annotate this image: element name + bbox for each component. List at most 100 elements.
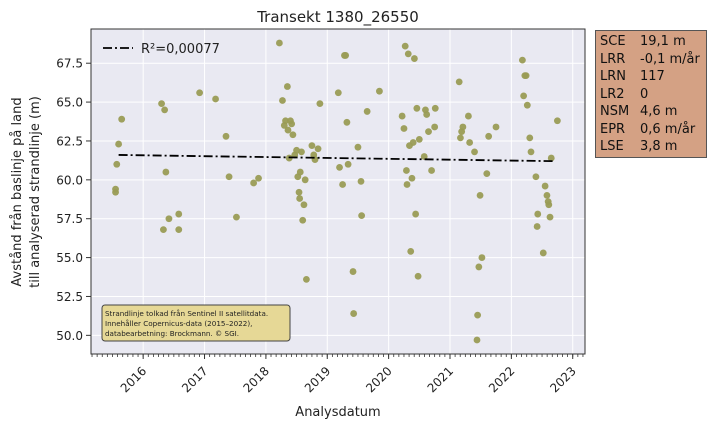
data-point [543,191,551,199]
data-point [431,104,439,112]
y-tick-label: 62.5 [56,134,83,148]
data-point [299,216,307,224]
data-point [483,170,491,178]
data-point [314,145,322,153]
data-point [350,310,358,317]
stat-value: 0 [640,86,649,102]
stat-key: SCE [600,34,626,49]
stat-key: LRR [600,51,626,67]
data-point [523,101,531,109]
data-point [295,188,303,196]
data-point [160,226,167,233]
data-point [415,136,423,143]
data-point [539,249,547,257]
data-point [225,173,233,181]
x-tick-label: 2017 [179,364,210,395]
data-point [339,181,347,188]
data-point [354,143,362,151]
data-point [547,154,555,162]
data-point [541,182,549,190]
data-point [533,223,541,230]
statistics-box: SCE 19,1 m LRR -0,1 m/år LRN 117 LR2 0 NSM 4,6 m E… [595,30,707,158]
data-point [343,118,351,126]
x-tick-label: 2022 [486,364,517,395]
data-point [423,111,431,118]
data-point [401,42,409,50]
source-note-line-3: databearbetning: Brockmann. © SGI. [105,329,239,338]
data-point [298,148,305,156]
data-point [376,87,383,95]
y-tick-label: 67.5 [56,57,83,71]
data-point [400,125,408,132]
data-point [334,89,342,97]
source-note-line-2: Innehåller Copernicus-data (2015–2022), [105,319,252,328]
y-axis-ticks: 50.0 52.5 55.0 57.5 60.0 62.5 65.0 67.5 [56,57,91,343]
y-tick-label: 50.0 [56,329,83,343]
data-point [527,148,535,156]
data-point [282,117,289,125]
data-point [407,247,415,255]
data-point [413,104,421,112]
y-axis-label-line-2: till analyserad strandlinje (m) [28,96,43,288]
data-point [349,268,357,275]
x-tick-label: 2023 [547,364,578,395]
stat-row: EPR 0,6 m/år [600,121,706,139]
x-tick-label: 2019 [302,364,333,395]
chart-title: Transekt 1380_26550 [256,8,419,27]
data-point [196,89,204,97]
plot-frame [90,28,586,355]
stat-value: 19,1 m [640,34,686,49]
stat-row: LSE 3,8 m [600,138,706,156]
data-point [165,215,173,223]
data-point [526,134,534,142]
data-point [534,210,542,218]
data-point [222,132,230,140]
data-point [409,139,417,146]
data-point [302,275,310,283]
data-point [546,213,554,221]
data-point [398,112,406,120]
data-point [553,117,561,125]
data-point [492,123,500,131]
data-point [158,100,165,108]
data-point [455,78,463,86]
data-point [301,176,309,184]
data-point [336,163,343,171]
source-note: Strandlinje tolkad från Sentinel II sate… [101,304,291,342]
stat-value: 0,6 m/år [640,121,696,137]
data-point [404,50,412,58]
data-point [296,168,304,176]
legend-label: R²=0,00077 [141,42,220,57]
y-tick-label: 55.0 [56,251,83,265]
data-point [342,52,350,59]
data-point [288,120,296,128]
data-point [212,95,219,103]
data-point [118,115,126,123]
data-point [428,167,435,174]
data-point [300,201,308,209]
data-point [474,311,482,319]
data-point [545,201,553,209]
data-point [175,210,183,218]
data-point [414,272,422,280]
data-point [363,108,371,115]
stat-row: SCE 19,1 m [600,33,706,51]
data-point [112,185,119,193]
data-point [412,210,420,218]
legend: R²=0,00077 [103,42,220,57]
data-point [459,123,467,131]
data-point [485,132,493,140]
data-point [358,212,366,220]
data-point [475,263,483,271]
data-point [420,153,428,160]
plot-area [91,29,585,354]
data-point [161,106,169,114]
data-point [316,100,324,108]
data-point [522,72,530,80]
data-point [465,112,472,120]
stat-key: LRN [600,69,626,84]
trend-line [118,154,555,163]
data-point [308,142,316,150]
data-point [408,174,416,182]
